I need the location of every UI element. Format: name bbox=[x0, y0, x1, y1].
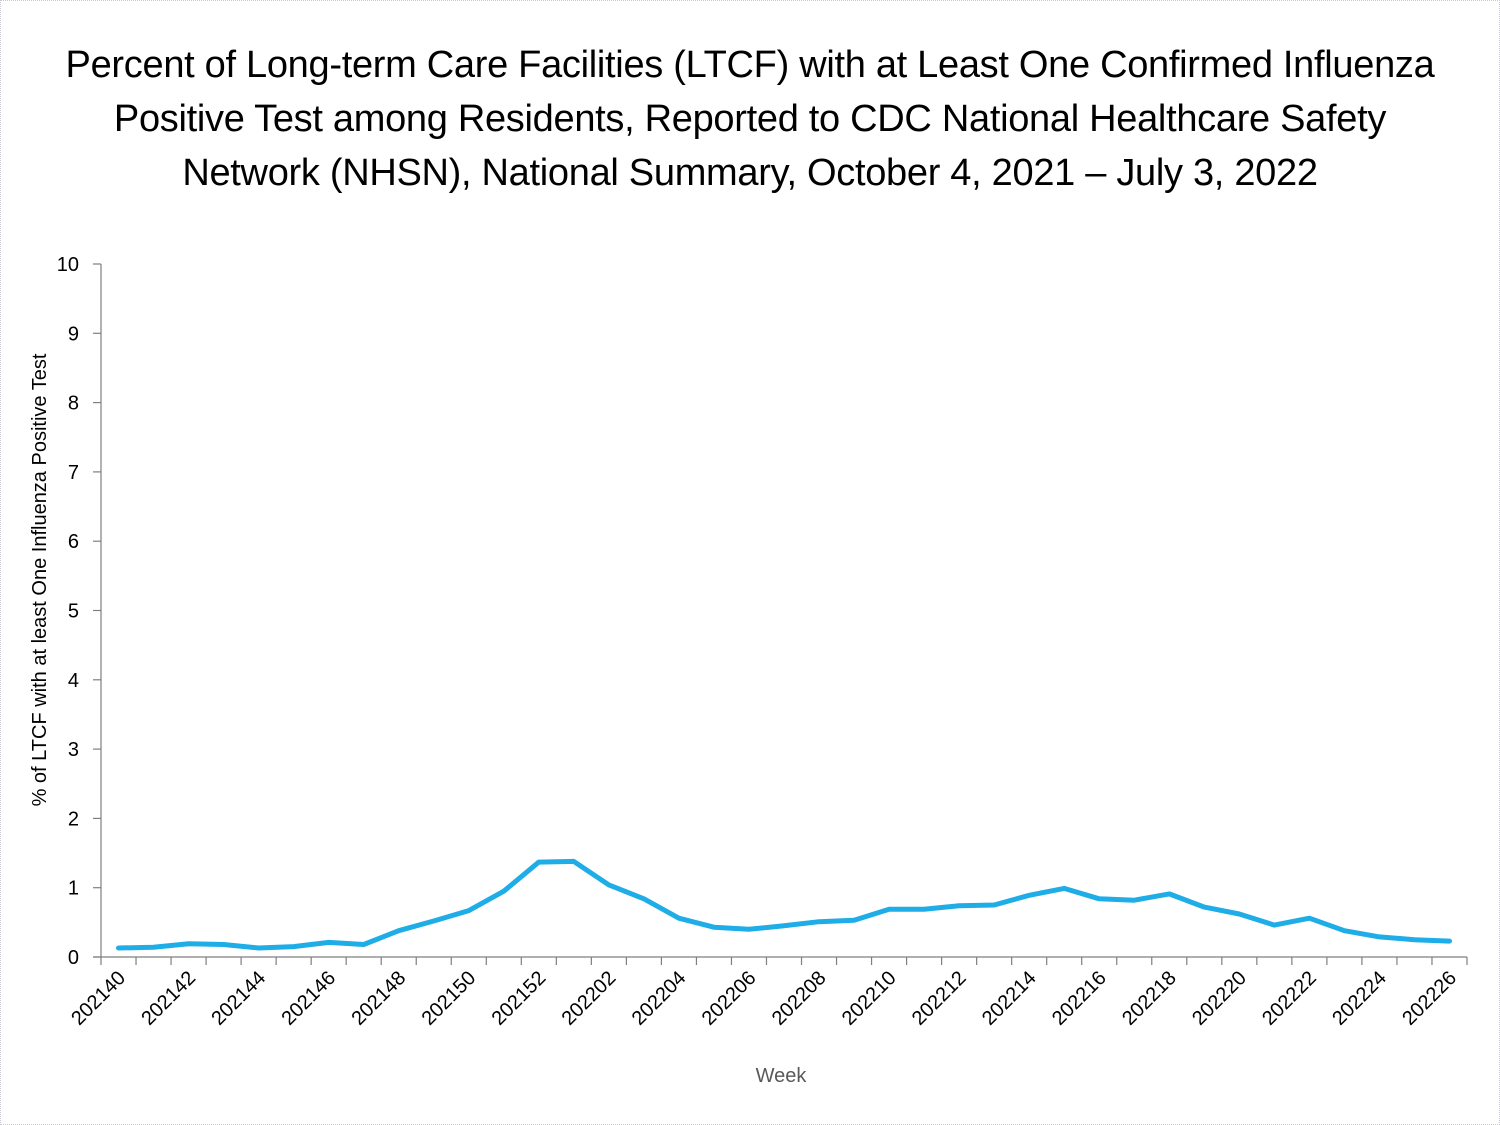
data-point bbox=[1237, 912, 1242, 917]
data-point bbox=[536, 860, 541, 865]
y-tick-label: 0 bbox=[68, 947, 79, 969]
y-tick-label: 3 bbox=[68, 739, 79, 761]
y-tick-label: 2 bbox=[68, 808, 79, 830]
data-point bbox=[256, 945, 261, 950]
data-point bbox=[957, 903, 962, 908]
x-tick-label: 202210 bbox=[838, 967, 901, 1030]
y-axis-title: % of LTCF with at least One Influenza Po… bbox=[29, 353, 51, 806]
series-group bbox=[116, 858, 1452, 951]
data-point bbox=[817, 919, 822, 924]
chart-title-line-1: Percent of Long-term Care Facilities (LT… bbox=[65, 44, 1435, 86]
data-point bbox=[571, 859, 576, 864]
x-tick-label: 202226 bbox=[1398, 967, 1461, 1030]
data-point bbox=[1027, 893, 1032, 898]
data-point bbox=[782, 923, 787, 928]
data-point bbox=[992, 903, 997, 908]
data-point bbox=[746, 927, 751, 932]
x-tick-label: 202144 bbox=[207, 967, 270, 1030]
data-point bbox=[711, 925, 716, 930]
data-point bbox=[1097, 896, 1102, 901]
x-tick-label: 202204 bbox=[628, 967, 691, 1030]
data-point bbox=[361, 942, 366, 947]
data-point bbox=[186, 941, 191, 946]
data-point bbox=[1307, 916, 1312, 921]
x-tick-label: 202208 bbox=[768, 967, 831, 1030]
data-point bbox=[326, 940, 331, 945]
y-tick-label: 4 bbox=[68, 670, 79, 692]
y-tick-label: 10 bbox=[57, 254, 79, 276]
x-tick-label: 202148 bbox=[347, 967, 410, 1030]
data-point bbox=[1342, 928, 1347, 933]
data-point bbox=[641, 896, 646, 901]
y-tick-label: 1 bbox=[68, 878, 79, 900]
data-point bbox=[1062, 886, 1067, 891]
y-tick-label: 7 bbox=[68, 462, 79, 484]
x-tick-label: 202206 bbox=[698, 967, 761, 1030]
data-point bbox=[1272, 923, 1277, 928]
x-tick-label: 202142 bbox=[137, 967, 200, 1030]
x-tick-label: 202218 bbox=[1118, 967, 1181, 1030]
data-point bbox=[676, 916, 681, 921]
data-point bbox=[501, 889, 506, 894]
data-point bbox=[606, 882, 611, 887]
x-axis: 202140 202142 202144 202146 202148 202150 2021… bbox=[67, 956, 1468, 1030]
data-point bbox=[116, 945, 121, 950]
data-point bbox=[1412, 937, 1417, 942]
chart-title-line-2: Positive Test among Residents, Reported … bbox=[113, 98, 1387, 140]
data-point bbox=[221, 942, 226, 947]
y-tick-label: 5 bbox=[68, 601, 79, 623]
x-tick-label: 202146 bbox=[277, 967, 340, 1030]
y-tick-label: 8 bbox=[68, 393, 79, 415]
y-axis: 0 1 2 3 4 5 6 7 8 9 10 bbox=[57, 254, 102, 969]
x-tick-label: 202150 bbox=[418, 967, 481, 1030]
x-tick-label: 202202 bbox=[558, 967, 621, 1030]
series-line bbox=[116, 858, 1452, 951]
data-point bbox=[431, 918, 436, 923]
data-point bbox=[466, 908, 471, 913]
data-point bbox=[852, 918, 857, 923]
x-tick-label: 202222 bbox=[1258, 967, 1321, 1030]
data-point bbox=[1132, 898, 1137, 903]
x-tick-label: 202140 bbox=[67, 967, 130, 1030]
x-tick-label: 202220 bbox=[1188, 967, 1251, 1030]
data-point bbox=[1202, 905, 1207, 910]
data-point bbox=[291, 944, 296, 949]
data-point bbox=[396, 928, 401, 933]
y-tick-label: 6 bbox=[68, 531, 79, 553]
data-point bbox=[1167, 891, 1172, 896]
data-point bbox=[922, 907, 927, 912]
x-tick-label: 202216 bbox=[1048, 967, 1111, 1030]
x-tick-label: 202214 bbox=[978, 967, 1041, 1030]
x-tick-label: 202212 bbox=[908, 967, 971, 1030]
chart-title-line-3: Network (NHSN), National Summary, Octobe… bbox=[182, 152, 1318, 194]
data-point bbox=[887, 907, 892, 912]
y-tick-label: 9 bbox=[68, 323, 79, 345]
data-point bbox=[1447, 939, 1452, 944]
x-tick-label: 202224 bbox=[1328, 967, 1391, 1030]
data-point bbox=[1377, 934, 1382, 939]
x-tick-label: 202152 bbox=[488, 967, 551, 1030]
chart-title: Percent of Long-term Care Facilities (LT… bbox=[0, 38, 1500, 200]
data-point bbox=[151, 945, 156, 950]
x-axis-title: Week bbox=[756, 1065, 808, 1087]
